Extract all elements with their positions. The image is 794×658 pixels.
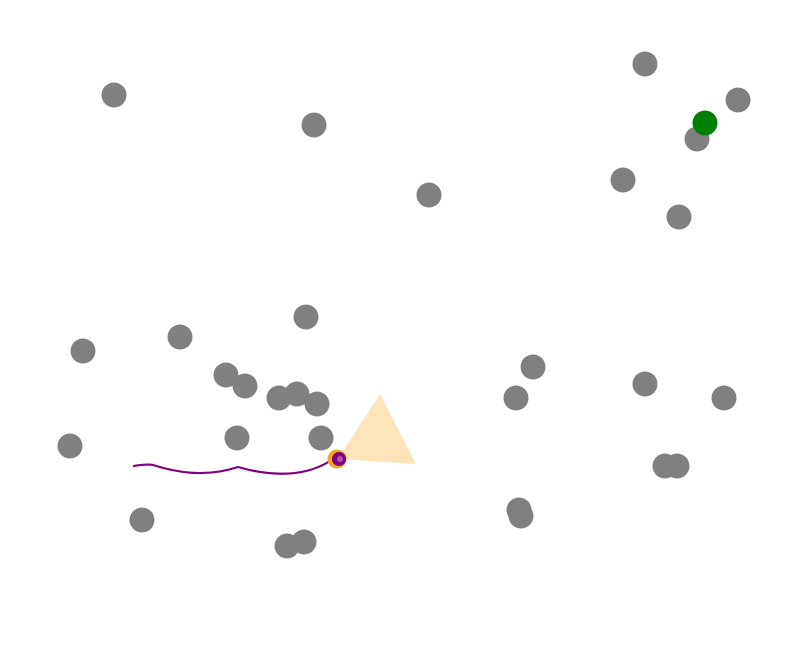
obstacles [57,51,751,559]
obstacle [101,82,127,108]
obstacle [503,385,529,411]
obstacle [416,182,442,208]
view-cone [338,394,416,464]
obstacle [508,503,534,529]
obstacle [632,371,658,397]
obstacle [632,51,658,77]
obstacle [129,507,155,533]
obstacle [284,381,310,407]
obstacle [167,324,193,350]
obstacle [224,425,250,451]
obstacle [232,373,258,399]
obstacle [711,385,737,411]
obstacle [57,433,83,459]
obstacle [213,362,239,388]
obstacle [520,354,546,380]
agent-trail [132,459,332,475]
obstacle [70,338,96,364]
obstacle [291,529,317,555]
obstacle [666,204,692,230]
obstacle [725,87,751,113]
obstacle [664,453,690,479]
obstacle [304,391,330,417]
obstacle [610,167,636,193]
goal-marker [692,110,718,136]
agent [327,449,347,469]
obstacle [301,112,327,138]
obstacle [293,304,319,330]
obstacle [308,425,334,451]
